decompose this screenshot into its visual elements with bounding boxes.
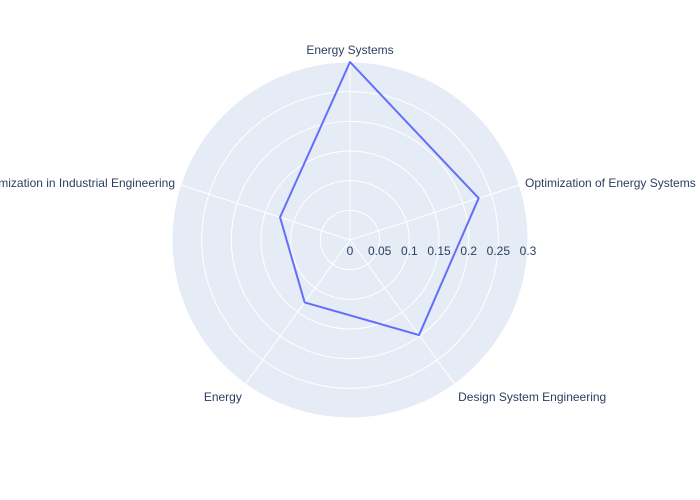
angular-grid [180,62,520,385]
series-trace [279,61,480,337]
grid-spoke [244,239,351,385]
radial-tick-label: 0.05 [368,244,392,258]
grid-spoke [180,184,351,241]
category-label: Energy [204,390,242,404]
category-label: Energy Systems [306,43,393,57]
radial-tick-label: 0.1 [401,244,418,258]
radial-tick-label: 0.3 [520,244,537,258]
category-label: Design System Engineering [458,390,606,404]
radial-tick-label: 0.15 [427,244,451,258]
category-label: Optimization in Industrial Engineering [0,176,175,190]
category-label: Optimization of Energy Systems [525,176,696,190]
grid-spoke [349,239,456,385]
radial-tick-label: 0 [347,244,354,258]
radial-axis: 0 0.05 0.1 0.15 0.2 0.25 0.3 [347,244,537,258]
grid-spoke [349,184,520,241]
category-labels: Energy Systems Optimization of Energy Sys… [0,43,696,404]
radial-tick-label: 0.2 [460,244,477,258]
radial-tick-label: 0.25 [487,244,511,258]
